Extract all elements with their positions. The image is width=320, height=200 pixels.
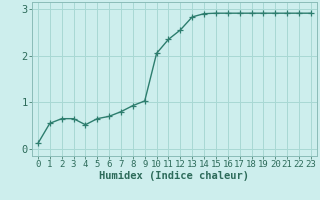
X-axis label: Humidex (Indice chaleur): Humidex (Indice chaleur) <box>100 171 249 181</box>
